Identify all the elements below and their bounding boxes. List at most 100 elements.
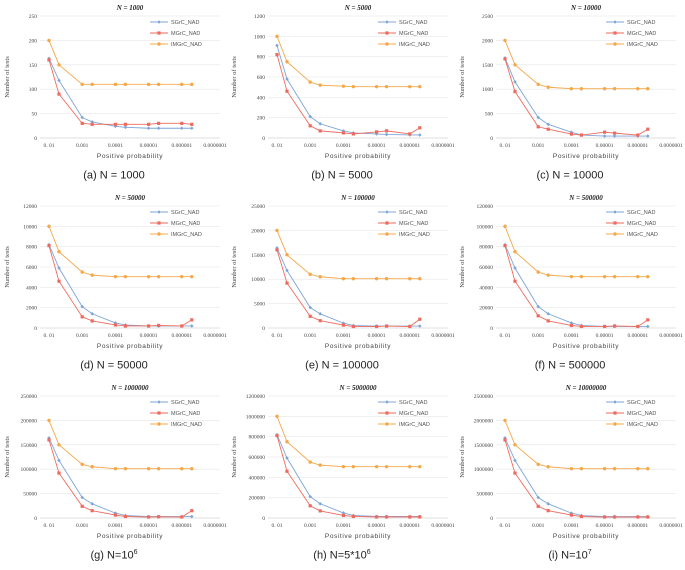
point-d-imgrc-nad-2 — [80, 270, 84, 274]
point-h-mgrc-nad-7 — [384, 515, 389, 519]
ytick-d-2: 4000 — [26, 285, 37, 291]
y-axis-label-i: Number of tests — [459, 436, 466, 478]
point-d-imgrc-nad-5 — [123, 274, 128, 279]
point-a-imgrc-nad-9 — [190, 82, 194, 87]
point-g-mgrc-nad-3 — [90, 509, 94, 513]
point-c-sgrc-nad-4 — [569, 130, 574, 134]
x-axis-label-a: Positive probability — [97, 153, 163, 160]
series-line-e-imgrc-nad — [276, 230, 420, 280]
point-d-imgrc-nad-0 — [47, 224, 51, 229]
point-i-imgrc-nad-7 — [612, 467, 617, 471]
chart-title-h: N = 5000000 — [338, 384, 377, 392]
series-line-g-sgrc-nad — [48, 437, 192, 517]
caption-f-text: (f) N = 500000 — [534, 359, 606, 372]
point-d-imgrc-nad-3 — [90, 273, 94, 277]
point-a-mgrc-nad-4 — [113, 122, 117, 126]
point-g-imgrc-nad-5 — [123, 467, 128, 471]
point-e-mgrc-nad-1 — [285, 281, 289, 285]
point-f-sgrc-nad-1 — [513, 266, 517, 270]
xtick-i-1: 0.001 — [532, 523, 545, 529]
ytick-b-4: 800 — [257, 55, 266, 61]
point-d-mgrc-nad-5 — [123, 324, 127, 328]
legend-label-i-sgrc-nad: SGrC_NAD — [627, 400, 655, 406]
ytick-i-1: 500000 — [477, 492, 494, 498]
point-h-imgrc-nad-1 — [285, 440, 289, 444]
point-h-mgrc-nad-8 — [408, 515, 412, 519]
legend-label-a-sgrc-nad: SGrC_NAD — [171, 20, 199, 26]
series-line-b-imgrc-nad — [276, 36, 420, 88]
series-line-h-sgrc-nad — [276, 434, 420, 517]
xtick-h-4: 0.000001 — [399, 523, 420, 529]
ytick-g-4: 200000 — [21, 418, 38, 424]
point-b-mgrc-nad-3 — [318, 129, 322, 133]
chart-b: 0 200 400 600 800 1000 1200 0. 01 0.001 0.0001 0.0… — [231, 4, 455, 160]
point-i-mgrc-nad-5 — [579, 514, 583, 519]
xtick-f-3: 0.00001 — [596, 333, 614, 339]
chart-i: 0 500000 1000000 1500000 2000000 2500000 0. 01… — [459, 384, 683, 540]
point-f-imgrc-nad-1 — [513, 250, 517, 254]
point-c-sgrc-nad-3 — [546, 122, 550, 127]
legend-label-b-imgrc-nad: IMGrC_NAD — [399, 42, 430, 48]
ytick-d-3: 6000 — [26, 265, 37, 271]
xtick-d-3: 0.00001 — [140, 333, 158, 339]
caption-i: (i) N=107 — [456, 549, 684, 562]
point-b-mgrc-nad-1 — [285, 89, 289, 93]
xtick-f-5: 0.0000001 — [659, 333, 683, 339]
chart-h: 0 200000 400000 600000 800000 1000000 1200000 0… — [231, 384, 455, 540]
point-e-mgrc-nad-3 — [318, 319, 322, 323]
chart-title-g: N = 1000000 — [110, 384, 149, 392]
xtick-e-0: 0. 01 — [272, 333, 283, 339]
xtick-h-1: 0.001 — [304, 523, 317, 529]
point-h-mgrc-nad-2 — [308, 504, 312, 508]
caption-a-text: (a) N = 1000 — [83, 169, 145, 182]
series-line-e-mgrc-nad — [276, 249, 421, 327]
legend-label-g-mgrc-nad: MGrC_NAD — [171, 411, 200, 417]
chart-f: 0 20000 40000 60000 80000 100000 120000 0. 01 0.… — [459, 194, 683, 350]
point-d-mgrc-nad-3 — [90, 319, 94, 323]
point-f-mgrc-nad-9 — [646, 318, 650, 322]
ytick-b-3: 600 — [257, 75, 266, 81]
ytick-e-2: 10000 — [251, 277, 265, 283]
point-d-mgrc-nad-1 — [57, 279, 61, 283]
xtick-a-2: 0.0001 — [108, 143, 123, 149]
caption-h: (h) N=5*106 — [228, 549, 456, 562]
caption-h-sup: 6 — [366, 549, 371, 556]
ytick-b-6: 1200 — [254, 14, 265, 20]
point-d-mgrc-nad-0 — [47, 244, 51, 248]
ytick-b-0: 0 — [262, 136, 265, 142]
ytick-g-0: 0 — [34, 516, 37, 522]
xtick-f-0: 0. 01 — [500, 333, 511, 339]
caption-e: (e) N = 100000 — [228, 359, 456, 372]
point-g-sgrc-nad-3 — [90, 502, 94, 506]
point-c-mgrc-nad-7 — [612, 131, 617, 135]
caption-f: (f) N = 500000 — [456, 359, 684, 372]
point-h-imgrc-nad-6 — [374, 464, 379, 469]
legend-marker-e-mgrc-nad — [385, 221, 389, 225]
point-g-mgrc-nad-0 — [47, 438, 51, 442]
legend-label-c-imgrc-nad: IMGrC_NAD — [627, 42, 658, 48]
chart-panel-d: 0 2000 4000 6000 8000 10000 12000 0. 01 0.001 0.0… — [0, 190, 228, 380]
point-b-mgrc-nad-2 — [308, 124, 312, 128]
point-h-imgrc-nad-2 — [308, 460, 312, 464]
point-c-mgrc-nad-4 — [569, 132, 573, 136]
point-h-mgrc-nad-5 — [351, 514, 355, 519]
legend-label-g-sgrc-nad: SGrC_NAD — [171, 400, 199, 406]
point-a-imgrc-nad-1 — [57, 63, 61, 67]
point-b-mgrc-nad-9 — [418, 126, 422, 130]
point-c-imgrc-nad-8 — [636, 87, 640, 91]
ytick-i-5: 2500000 — [474, 394, 494, 400]
point-c-imgrc-nad-3 — [546, 85, 550, 89]
point-i-sgrc-nad-3 — [546, 502, 550, 506]
series-line-h-imgrc-nad — [276, 416, 420, 468]
point-f-mgrc-nad-7 — [612, 324, 617, 328]
point-i-mgrc-nad-0 — [503, 438, 507, 442]
point-f-mgrc-nad-8 — [636, 324, 640, 329]
legend-marker-g-imgrc-nad — [157, 422, 161, 426]
xtick-a-5: 0.0000001 — [203, 143, 227, 149]
point-e-imgrc-nad-1 — [285, 253, 289, 257]
legend-marker-e-imgrc-nad — [385, 232, 389, 236]
legend-label-f-imgrc-nad: IMGrC_NAD — [627, 232, 658, 238]
ytick-d-6: 12000 — [23, 204, 37, 210]
point-e-imgrc-nad-2 — [308, 272, 312, 277]
series-line-f-imgrc-nad — [504, 226, 648, 278]
